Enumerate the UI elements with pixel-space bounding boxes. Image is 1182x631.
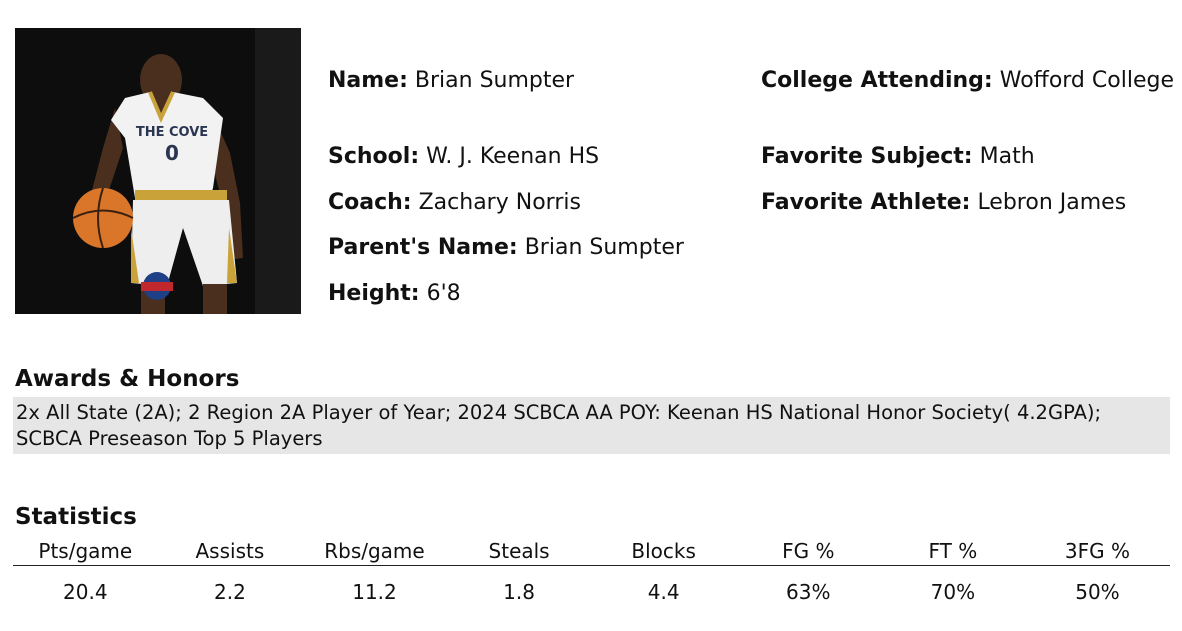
stat-value-assists: 2.2 bbox=[213, 580, 246, 604]
height-label: Height: bbox=[328, 281, 420, 306]
athlete-label: Favorite Athlete: bbox=[761, 190, 971, 215]
stat-value-3fg: 50% bbox=[1075, 580, 1120, 604]
name-value: Brian Sumpter bbox=[414, 68, 575, 93]
stat-value-pts: 20.4 bbox=[63, 580, 108, 604]
stat-header-blocks: Blocks bbox=[631, 539, 696, 563]
stat-value-blocks: 4.4 bbox=[647, 580, 680, 604]
college-label: College Attending: bbox=[761, 68, 993, 93]
subject-label: Favorite Subject: bbox=[761, 144, 973, 169]
awards-text: 2x All State (2A); 2 Region 2A Player of… bbox=[13, 397, 1170, 454]
stat-header-ft: FT % bbox=[928, 539, 978, 563]
stat-value-ft: 70% bbox=[930, 580, 976, 604]
statistics-title: Statistics bbox=[15, 504, 137, 530]
stat-value-steals: 1.8 bbox=[503, 580, 535, 604]
name-label: Name: bbox=[328, 68, 408, 93]
stat-value-fg: 63% bbox=[786, 580, 831, 604]
statistics-table: Pts/game Assists Rbs/game Steals Blocks … bbox=[13, 536, 1170, 618]
height-value: 6'8 bbox=[426, 281, 461, 306]
player-photo: THE COVE 0 bbox=[15, 28, 301, 314]
school-label: School: bbox=[328, 144, 420, 169]
parent-label: Parent's Name: bbox=[328, 235, 518, 260]
height-field: Height: 6'8 bbox=[328, 281, 461, 307]
coach-field: Coach: Zachary Norris bbox=[328, 190, 581, 216]
school-field: School: W. J. Keenan HS bbox=[328, 144, 599, 170]
parent-value: Brian Sumpter bbox=[524, 235, 684, 260]
statistics-value-row: 20.4 2.2 11.2 1.8 4.4 63% 70% 50% bbox=[13, 566, 1170, 618]
coach-label: Coach: bbox=[328, 190, 412, 215]
college-value: Wofford College bbox=[999, 68, 1174, 93]
stat-header-fg: FG % bbox=[782, 539, 835, 563]
stat-header-assists: Assists bbox=[195, 539, 265, 563]
awards-title: Awards & Honors bbox=[15, 366, 240, 392]
stat-header-pts: Pts/game bbox=[38, 539, 133, 563]
stat-value-rebounds: 11.2 bbox=[352, 580, 397, 604]
athlete-field: Favorite Athlete: Lebron James bbox=[761, 190, 1126, 216]
stat-header-rebounds: Rbs/game bbox=[324, 539, 425, 563]
subject-value: Math bbox=[979, 144, 1035, 169]
jersey-number: 0 bbox=[165, 141, 179, 165]
statistics-header-row: Pts/game Assists Rbs/game Steals Blocks … bbox=[13, 536, 1170, 566]
jersey-text: THE COVE bbox=[136, 125, 208, 140]
athlete-value: Lebron James bbox=[977, 190, 1127, 215]
stat-header-steals: Steals bbox=[488, 539, 550, 563]
parent-field: Parent's Name: Brian Sumpter bbox=[328, 235, 684, 261]
college-field: College Attending: Wofford College bbox=[761, 68, 1174, 94]
stat-header-3fg: 3FG % bbox=[1064, 539, 1130, 563]
subject-field: Favorite Subject: Math bbox=[761, 144, 1035, 170]
name-field: Name: Brian Sumpter bbox=[328, 68, 574, 94]
coach-value: Zachary Norris bbox=[418, 190, 581, 215]
school-value: W. J. Keenan HS bbox=[426, 144, 600, 169]
